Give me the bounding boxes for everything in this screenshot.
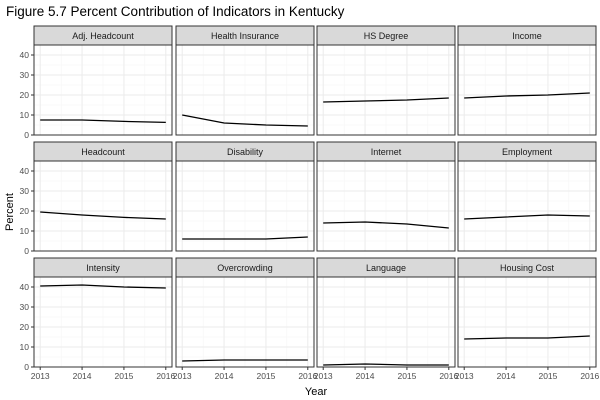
facet-panels: Adj. Headcount 0 10 20 30 40 Health Insurance H… (20, 25, 600, 381)
x-tick-label: 2015 (397, 371, 416, 381)
series-line-language (323, 363, 449, 366)
series-line-intensity (40, 284, 166, 289)
facet-strip (33, 25, 173, 46)
facet-panel-housing-cost: Housing Cost 2013 2014 2015 2016 (455, 257, 600, 381)
facet-strip (316, 25, 456, 46)
y-tick-label: 40 (20, 282, 30, 292)
facet-strip (457, 141, 597, 162)
x-tick-label: 2014 (497, 371, 516, 381)
x-tick-label: 2014 (73, 371, 92, 381)
y-axis-title: Percent (4, 193, 16, 231)
facet-strip (457, 257, 597, 278)
facet-panel-health-insurance: Health Insurance (175, 25, 315, 136)
series-line-disability (182, 236, 308, 240)
facet-label: Headcount (81, 147, 125, 157)
x-tick-label: 2014 (356, 371, 375, 381)
y-tick-label: 10 (20, 226, 30, 236)
y-tick-label: 0 (24, 246, 29, 256)
series-line-hs-degree (323, 97, 449, 103)
facet-strip (175, 141, 315, 162)
facet-strip (175, 257, 315, 278)
x-axis-title: Year (305, 386, 328, 398)
facet-label: Income (512, 31, 542, 41)
facet-label: HS Degree (364, 31, 409, 41)
series-line-headcount (40, 211, 166, 220)
x-tick-label: 2016 (580, 371, 599, 381)
facet-strip (175, 25, 315, 46)
x-tick-label: 2015 (538, 371, 557, 381)
facet-label: Intensity (86, 263, 120, 273)
y-tick-label: 30 (20, 70, 30, 80)
series-line-income (464, 92, 590, 99)
y-tick-label: 10 (20, 110, 30, 120)
y-tick-label: 10 (20, 342, 30, 352)
series-line-housing-cost (464, 335, 590, 340)
y-tick-label: 20 (20, 90, 30, 100)
x-tick-label: 2015 (114, 371, 133, 381)
facet-strip (316, 141, 456, 162)
facet-panel-overcrowding: Overcrowding 2013 2014 2015 2016 (173, 257, 318, 381)
x-tick-label: 2014 (215, 371, 234, 381)
facet-strip (33, 257, 173, 278)
series-line-adj-headcount (40, 119, 166, 124)
facet-panel-disability: Disability (175, 141, 315, 252)
y-tick-label: 0 (24, 362, 29, 372)
y-tick-label: 20 (20, 322, 30, 332)
series-line-internet (323, 221, 449, 229)
x-tick-label: 2016 (439, 371, 458, 381)
facet-label: Disability (227, 147, 264, 157)
facet-panel-adj-headcount: Adj. Headcount 0 10 20 30 40 (20, 25, 173, 140)
facet-panel-intensity: Intensity 0 10 20 30 40 2013 2014 2015 2016 (20, 257, 176, 381)
y-tick-label: 20 (20, 206, 30, 216)
facet-panel-headcount: Headcount 0 10 20 30 40 (20, 141, 173, 256)
y-tick-label: 40 (20, 166, 30, 176)
y-tick-label: 40 (20, 50, 30, 60)
x-tick-label: 2013 (31, 371, 50, 381)
y-tick-label: 0 (24, 130, 29, 140)
facet-strip (316, 257, 456, 278)
facet-label: Overcrowding (217, 263, 273, 273)
x-tick-label: 2015 (256, 371, 275, 381)
facet-strip (457, 25, 597, 46)
series-line-employment (464, 214, 590, 220)
facet-strip (33, 141, 173, 162)
facet-label: Employment (502, 147, 553, 157)
facet-panel-hs-degree: HS Degree (316, 25, 456, 136)
x-tick-label: 2013 (173, 371, 192, 381)
facet-panel-language: Language 2013 2014 2015 2016 (314, 257, 459, 381)
facet-label: Adj. Headcount (72, 31, 134, 41)
facet-label: Health Insurance (211, 31, 279, 41)
y-tick-label: 30 (20, 302, 30, 312)
series-line-overcrowding (182, 359, 308, 362)
series-line-health-insurance (182, 114, 308, 127)
facet-panel-income: Income (457, 25, 597, 136)
facet-label: Internet (371, 147, 402, 157)
x-tick-label: 2013 (455, 371, 474, 381)
y-tick-label: 30 (20, 186, 30, 196)
facet-label: Language (366, 263, 406, 273)
facet-label: Housing Cost (500, 263, 555, 273)
chart-title: Figure 5.7 Percent Contribution of Indic… (6, 4, 345, 19)
x-tick-label: 2016 (156, 371, 175, 381)
facet-panel-internet: Internet (316, 141, 456, 252)
x-tick-label: 2013 (314, 371, 333, 381)
facet-panel-employment: Employment (457, 141, 597, 252)
x-tick-label: 2016 (298, 371, 317, 381)
